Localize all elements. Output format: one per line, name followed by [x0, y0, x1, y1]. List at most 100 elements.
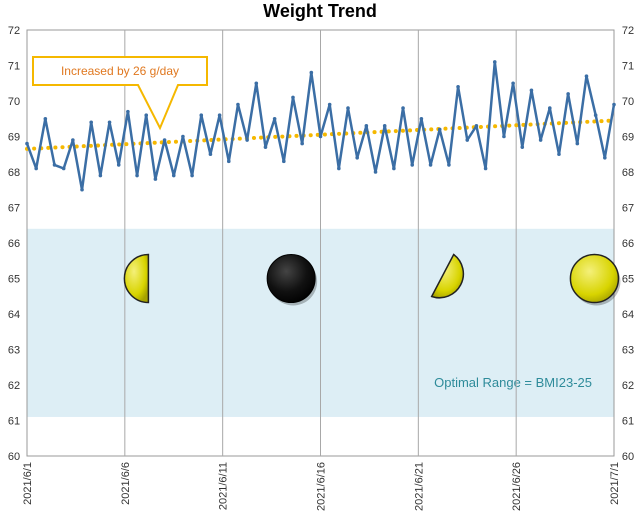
weight-point — [217, 113, 222, 117]
weight-point — [43, 116, 48, 121]
weight-point — [89, 120, 94, 125]
y-tick-label-left: 71 — [8, 61, 20, 73]
y-tick-label-right: 68 — [622, 167, 634, 179]
weight-point — [547, 106, 552, 110]
weight-point — [557, 152, 561, 157]
y-tick-label-left: 64 — [8, 309, 20, 321]
weight-point — [25, 141, 29, 146]
weight-point — [428, 163, 433, 167]
y-tick-label-left: 62 — [8, 380, 20, 392]
weight-point — [80, 187, 84, 192]
weight-point — [282, 159, 286, 164]
weight-point — [566, 92, 570, 96]
y-tick-label-right: 62 — [622, 380, 634, 392]
weight-point — [392, 166, 396, 171]
y-tick-label-left: 67 — [8, 203, 20, 215]
optimal-range-label: Optimal Range = BMI23-25 — [434, 375, 592, 390]
weight-point — [419, 116, 424, 121]
trend-line — [25, 118, 616, 151]
weight-point — [456, 85, 460, 89]
weight-point — [401, 106, 405, 110]
weight-point — [511, 81, 515, 86]
y-tick-label-right: 63 — [622, 345, 634, 357]
y-tick-label-right: 61 — [622, 416, 634, 428]
weight-point — [346, 106, 350, 110]
weight-point — [291, 95, 295, 100]
x-tick-label: 2021/6/21 — [413, 462, 425, 511]
weight-point — [474, 124, 479, 128]
weight-point — [502, 134, 506, 139]
weight-point — [373, 170, 378, 174]
y-tick-label-left: 61 — [8, 416, 20, 428]
weight-point — [71, 138, 75, 142]
moon-full-icon — [569, 253, 621, 306]
x-tick-label: 2021/6/1 — [22, 462, 34, 505]
y-tick-label-right: 67 — [622, 203, 634, 215]
weight-point — [153, 177, 158, 181]
weight-point — [199, 113, 204, 117]
weight-point — [538, 138, 543, 142]
y-tick-label-right: 69 — [622, 132, 634, 144]
weight-point — [254, 81, 259, 86]
weight-point — [190, 173, 194, 178]
weight-point — [612, 102, 616, 107]
weight-point — [410, 163, 415, 167]
moon-waning-crescent-icon — [430, 253, 465, 299]
weight-point — [61, 166, 66, 171]
callout-text: Increased by 26 g/day — [61, 64, 179, 78]
weight-point — [465, 138, 470, 142]
y-tick-label-left: 60 — [8, 451, 20, 463]
weight-point — [236, 102, 240, 107]
y-tick-label-right: 60 — [622, 451, 634, 463]
weight-point — [52, 163, 57, 167]
chart-title: Weight Trend — [263, 1, 377, 21]
y-tick-label-left: 65 — [8, 274, 20, 286]
x-tick-label: 2021/6/16 — [316, 462, 328, 511]
weight-point — [447, 163, 451, 167]
weight-point — [162, 138, 167, 142]
weight-point — [520, 145, 525, 149]
y-tick-label-right: 65 — [622, 274, 634, 286]
callout-box — [32, 56, 208, 131]
weight-point — [584, 74, 589, 78]
y-tick-label-right: 71 — [622, 61, 634, 73]
weight-point — [309, 70, 314, 75]
y-tick-label-right: 70 — [622, 96, 634, 108]
weight-point — [208, 152, 213, 157]
y-tick-label-right: 72 — [622, 25, 634, 37]
weight-point — [337, 166, 341, 171]
y-tick-label-right: 64 — [622, 309, 634, 321]
y-tick-label-left: 66 — [8, 238, 20, 250]
y-tick-label-left: 68 — [8, 167, 20, 179]
weight-point — [327, 102, 332, 107]
weight-point — [34, 166, 38, 171]
y-tick-label-left: 69 — [8, 132, 20, 144]
weight-point — [492, 60, 497, 64]
weight-point — [300, 141, 304, 146]
y-tick-label-left: 70 — [8, 96, 20, 108]
weight-point — [126, 109, 130, 114]
x-tick-label: 2021/7/1 — [609, 462, 621, 505]
weight-point — [603, 156, 607, 160]
weight-point — [272, 116, 277, 121]
weight-point — [171, 173, 176, 178]
weight-point — [382, 124, 387, 128]
weight-point — [529, 88, 534, 93]
weight-point — [364, 124, 369, 128]
x-tick-label: 2021/6/6 — [120, 462, 132, 505]
weight-point — [116, 163, 121, 167]
weight-point — [483, 166, 488, 171]
y-tick-label-left: 72 — [8, 25, 20, 37]
weight-point — [593, 113, 598, 117]
moon-first-quarter-icon — [123, 253, 150, 304]
weight-point — [226, 159, 231, 164]
weight-point — [318, 134, 323, 139]
weight-point — [245, 138, 249, 142]
weight-point — [98, 173, 103, 178]
y-tick-label-right: 66 — [622, 238, 634, 250]
y-tick-label-left: 63 — [8, 345, 20, 357]
moon-new-icon — [266, 254, 318, 306]
x-tick-label: 2021/6/11 — [218, 462, 230, 510]
weight-point — [575, 141, 580, 146]
